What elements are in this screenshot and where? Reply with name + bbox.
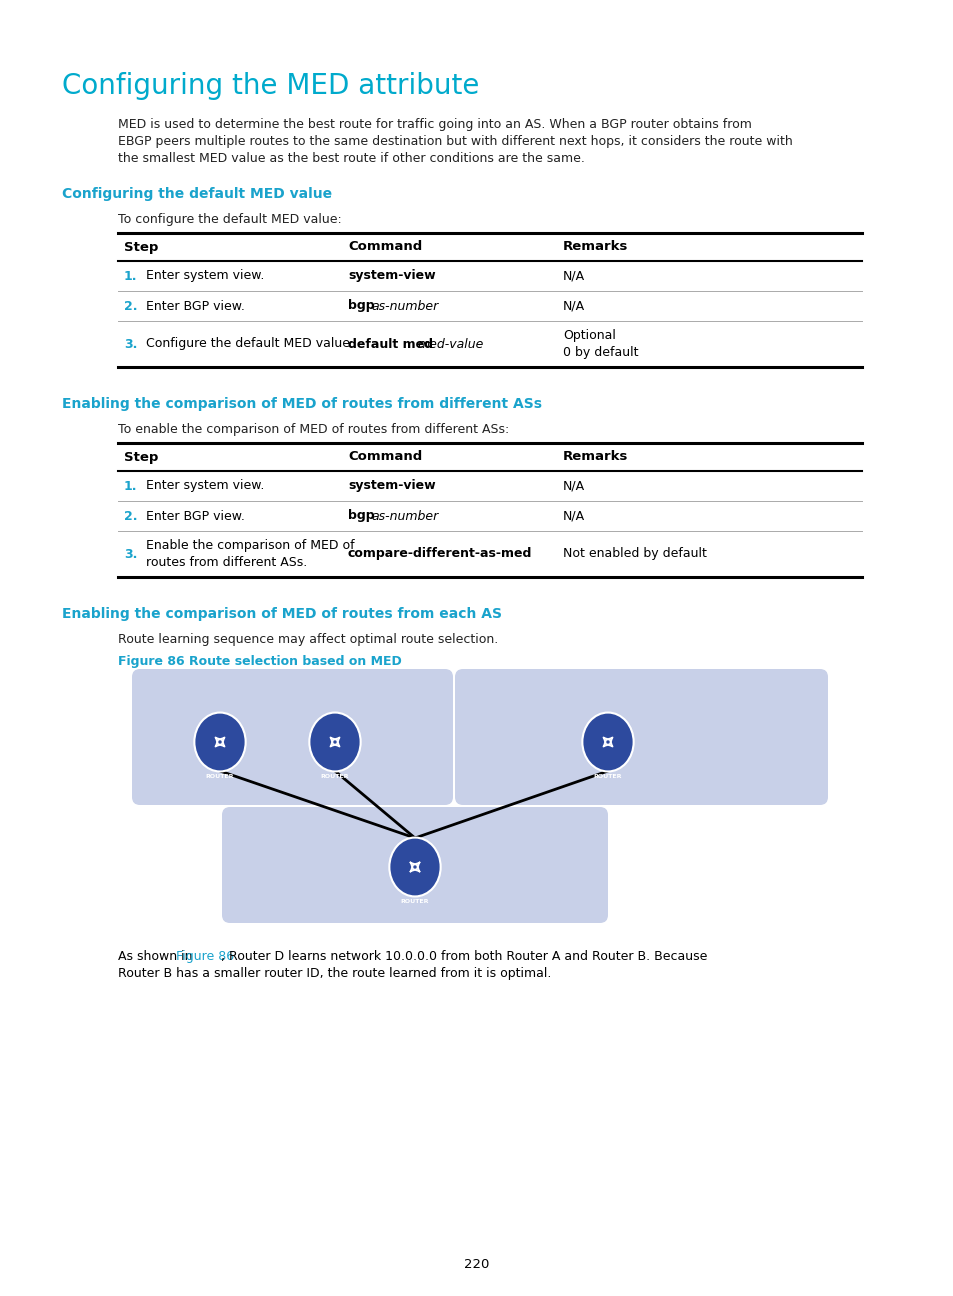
Text: Not enabled by default: Not enabled by default — [562, 547, 706, 560]
Ellipse shape — [309, 713, 360, 771]
Text: med-value: med-value — [417, 337, 483, 350]
Text: MED is used to determine the best route for traffic going into an AS. When a BGP: MED is used to determine the best route … — [118, 118, 751, 131]
Text: as-number: as-number — [371, 509, 438, 522]
Text: To configure the default MED value:: To configure the default MED value: — [118, 213, 341, 226]
Text: Command: Command — [348, 451, 422, 464]
Text: EBGP peers multiple routes to the same destination but with different next hops,: EBGP peers multiple routes to the same d… — [118, 135, 792, 148]
Text: ROUTER: ROUTER — [400, 899, 429, 905]
FancyBboxPatch shape — [132, 669, 453, 805]
Text: Enable the comparison of MED of
routes from different ASs.: Enable the comparison of MED of routes f… — [146, 539, 355, 569]
Text: bgp: bgp — [348, 299, 378, 312]
Ellipse shape — [194, 713, 245, 771]
Text: Optional
0 by default: Optional 0 by default — [562, 329, 638, 359]
Text: Enter system view.: Enter system view. — [146, 480, 264, 492]
Text: Router B has a smaller router ID, the route learned from it is optimal.: Router B has a smaller router ID, the ro… — [118, 967, 551, 980]
Text: Figure 86: Figure 86 — [176, 950, 234, 963]
Text: ROUTER: ROUTER — [320, 775, 349, 779]
Text: N/A: N/A — [562, 270, 584, 283]
Text: N/A: N/A — [562, 480, 584, 492]
Text: 2.: 2. — [124, 299, 137, 312]
Text: Route learning sequence may affect optimal route selection.: Route learning sequence may affect optim… — [118, 632, 497, 645]
FancyBboxPatch shape — [455, 669, 827, 805]
Text: compare-different-as-med: compare-different-as-med — [348, 547, 532, 560]
Text: N/A: N/A — [562, 299, 584, 312]
Text: , Router D learns network 10.0.0.0 from both Router A and Router B. Because: , Router D learns network 10.0.0.0 from … — [221, 950, 707, 963]
Text: ROUTER: ROUTER — [593, 775, 621, 779]
Text: As shown in: As shown in — [118, 950, 196, 963]
Text: system-view: system-view — [348, 270, 436, 283]
Text: N/A: N/A — [562, 509, 584, 522]
Text: bgp: bgp — [348, 509, 378, 522]
Text: Enter system view.: Enter system view. — [146, 270, 264, 283]
Text: system-view: system-view — [348, 480, 436, 492]
Text: 2.: 2. — [124, 509, 137, 522]
Text: Step: Step — [124, 241, 158, 254]
Text: 1.: 1. — [124, 270, 137, 283]
FancyBboxPatch shape — [222, 807, 607, 923]
Text: Remarks: Remarks — [562, 241, 628, 254]
Text: Configuring the default MED value: Configuring the default MED value — [62, 187, 332, 201]
Ellipse shape — [389, 837, 440, 897]
Text: ROUTER: ROUTER — [206, 775, 234, 779]
Text: 1.: 1. — [124, 480, 137, 492]
Text: Configuring the MED attribute: Configuring the MED attribute — [62, 73, 478, 100]
Text: 3.: 3. — [124, 337, 137, 350]
Text: Enabling the comparison of MED of routes from each AS: Enabling the comparison of MED of routes… — [62, 607, 501, 621]
Text: default med: default med — [348, 337, 436, 350]
Text: Command: Command — [348, 241, 422, 254]
Text: Configure the default MED value.: Configure the default MED value. — [146, 337, 354, 350]
Text: Enter BGP view.: Enter BGP view. — [146, 299, 245, 312]
Text: 3.: 3. — [124, 547, 137, 560]
Text: 220: 220 — [464, 1258, 489, 1271]
Ellipse shape — [581, 713, 633, 771]
Text: Figure 86 Route selection based on MED: Figure 86 Route selection based on MED — [118, 654, 401, 667]
Text: Remarks: Remarks — [562, 451, 628, 464]
Text: To enable the comparison of MED of routes from different ASs:: To enable the comparison of MED of route… — [118, 422, 509, 435]
Text: the smallest MED value as the best route if other conditions are the same.: the smallest MED value as the best route… — [118, 152, 584, 165]
Text: as-number: as-number — [371, 299, 438, 312]
Text: Step: Step — [124, 451, 158, 464]
Text: Enabling the comparison of MED of routes from different ASs: Enabling the comparison of MED of routes… — [62, 397, 541, 411]
Text: Enter BGP view.: Enter BGP view. — [146, 509, 245, 522]
